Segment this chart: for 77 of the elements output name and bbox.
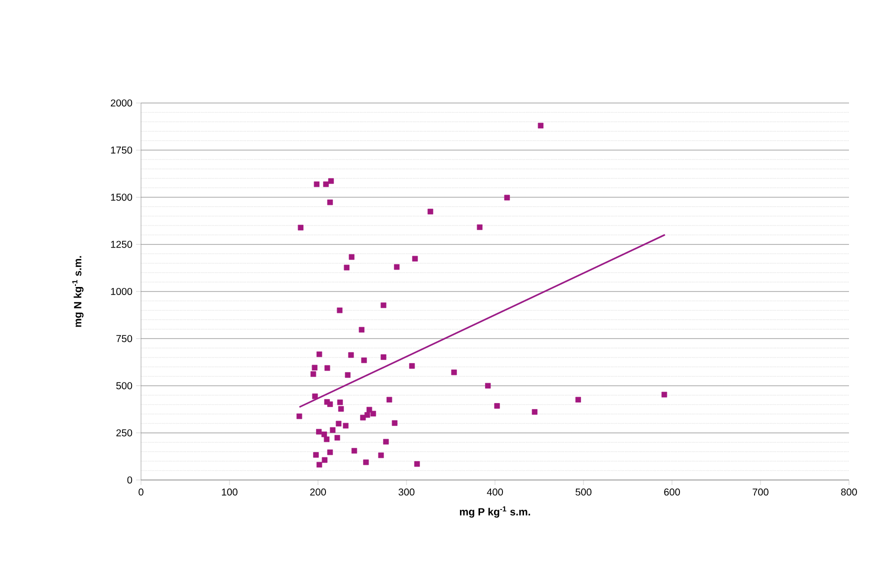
y-tick-label: 0 (127, 476, 132, 484)
x-tick-label: 700 (752, 488, 768, 496)
text: mg P kg$^{-1}$ s.m. (460, 506, 530, 518)
point (314, 181, 320, 188)
y-tick-label: 500 (116, 382, 132, 390)
point (386, 396, 392, 402)
point (334, 434, 340, 441)
point (380, 354, 386, 360)
point (428, 208, 434, 214)
point (327, 200, 333, 206)
x-tick-label: 500 (576, 488, 592, 496)
y-tick-label: 250 (116, 429, 132, 436)
x-tick-label: 300 (398, 488, 414, 496)
point (504, 194, 510, 200)
point (310, 371, 316, 377)
y-tick-label: 1000 (111, 288, 132, 296)
point (532, 409, 538, 415)
point (494, 403, 500, 409)
y-tick-label: 1250 (111, 240, 132, 248)
point (344, 264, 350, 270)
point (575, 396, 581, 402)
point (324, 365, 330, 371)
point (296, 413, 302, 420)
x-tick-label: 200 (310, 488, 326, 496)
point (316, 351, 322, 358)
point (394, 264, 400, 270)
point (409, 363, 415, 369)
point (451, 370, 457, 376)
point (414, 461, 420, 467)
point (338, 406, 344, 412)
point (383, 438, 389, 445)
point (327, 449, 333, 456)
point (337, 400, 343, 406)
point (322, 457, 328, 463)
point (360, 414, 366, 420)
point (348, 352, 354, 358)
point (344, 372, 351, 378)
point (361, 358, 367, 364)
point (476, 224, 482, 230)
y-tick-label: 1750 (111, 146, 132, 154)
point (412, 256, 418, 262)
text: mg N kg$^{-1}$ s.m. (72, 256, 84, 327)
x-tick-label: 0 (138, 488, 144, 496)
y-tick-label: 1500 (111, 194, 132, 201)
point (313, 452, 319, 458)
point (378, 452, 384, 458)
point (330, 427, 336, 433)
point (336, 420, 342, 426)
point (312, 394, 318, 400)
point (336, 308, 342, 314)
y-tick-label: 2000 (110, 99, 132, 107)
point (298, 224, 304, 230)
point (358, 326, 364, 333)
point (352, 448, 358, 454)
x-tick-label: 100 (222, 488, 238, 496)
point (312, 364, 318, 370)
point (538, 122, 544, 128)
x-tick-label: 600 (664, 488, 680, 496)
point (342, 422, 348, 428)
x-tick-label: 400 (486, 488, 503, 496)
point (323, 181, 329, 188)
point (327, 401, 333, 407)
point (370, 410, 376, 416)
y-tick-label: 750 (116, 335, 132, 342)
point (328, 178, 334, 184)
point (662, 392, 668, 398)
point (348, 254, 354, 260)
point (324, 436, 330, 442)
point (364, 412, 370, 418)
point (321, 432, 327, 438)
point (316, 462, 322, 468)
point (363, 459, 369, 466)
x-tick-label: 800 (841, 488, 857, 496)
point (380, 302, 386, 308)
point (485, 382, 491, 389)
point (316, 428, 322, 435)
point (392, 420, 398, 426)
